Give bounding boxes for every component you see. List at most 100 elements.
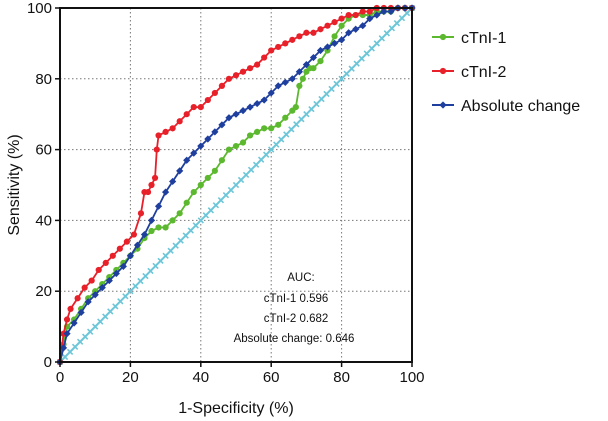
- point-ctni-1: [310, 65, 317, 72]
- y-tick-label-0: 0: [44, 354, 52, 371]
- reference-point: [182, 232, 189, 239]
- reference-point: [172, 242, 179, 249]
- reference-point: [268, 146, 275, 153]
- point-ctni-2: [225, 75, 233, 82]
- legend-label-ctni-2: cTnI-2: [461, 64, 506, 81]
- point-ctni-1: [232, 142, 240, 150]
- point-absolute-change: [91, 291, 99, 299]
- reference-point: [76, 338, 84, 345]
- reference-line: [56, 4, 416, 366]
- reference-point: [318, 95, 325, 103]
- reference-point: [338, 75, 345, 82]
- reference-point: [263, 151, 270, 158]
- point-absolute-change: [183, 156, 191, 164]
- reference-point: [323, 90, 330, 98]
- y-tick-label-60: 60: [35, 142, 52, 159]
- reference-point: [378, 35, 385, 42]
- point-absolute-change: [387, 7, 395, 16]
- point-ctni-2: [81, 284, 88, 291]
- point-absolute-change: [133, 241, 142, 249]
- reference-point: [363, 50, 370, 57]
- point-ctni-1: [299, 75, 306, 82]
- point-absolute-change: [140, 230, 149, 239]
- point-ctni-1: [204, 174, 211, 182]
- reference-point: [87, 328, 94, 335]
- point-absolute-change: [288, 75, 296, 83]
- reference-point: [177, 237, 184, 244]
- reference-point: [81, 333, 89, 340]
- point-ctni-2: [151, 174, 159, 182]
- point-ctni-1: [282, 114, 289, 121]
- point-ctni-1: [338, 22, 345, 29]
- reference-point: [358, 55, 365, 62]
- point-ctni-1: [268, 125, 275, 132]
- point-ctni-1: [331, 33, 338, 40]
- point-absolute-change: [232, 110, 240, 118]
- point-ctni-1: [296, 82, 303, 89]
- point-ctni-2: [324, 22, 331, 29]
- point-ctni-2: [102, 259, 109, 266]
- point-ctni-2: [116, 245, 123, 252]
- point-ctni-1: [218, 157, 226, 164]
- point-absolute-change: [345, 29, 353, 37]
- point-ctni-1: [169, 217, 176, 224]
- reference-point: [222, 191, 230, 199]
- y-tick-label-20: 20: [35, 283, 52, 300]
- reference-point: [333, 80, 340, 88]
- point-absolute-change: [323, 43, 332, 51]
- reference-point: [343, 70, 350, 77]
- auc-line-ctni2: cTnI-2 0.682: [264, 313, 329, 325]
- point-ctni-2: [352, 11, 359, 19]
- point-ctni-2: [289, 36, 296, 43]
- point-ctni-2: [239, 68, 247, 75]
- reference-point: [132, 282, 139, 290]
- point-absolute-change: [309, 53, 318, 62]
- point-absolute-change: [281, 78, 289, 86]
- x-tick-label-20: 20: [122, 369, 139, 386]
- y-tick-label-80: 80: [35, 71, 52, 88]
- point-absolute-change: [147, 216, 156, 224]
- point-ctni-2: [282, 40, 289, 47]
- x-tick-label-0: 0: [56, 369, 64, 386]
- reference-point: [328, 85, 335, 93]
- point-ctni-2: [317, 26, 324, 33]
- point-absolute-change: [190, 149, 198, 157]
- reference-point: [383, 30, 391, 37]
- point-absolute-change: [239, 107, 247, 115]
- reference-point: [273, 141, 280, 148]
- reference-point: [313, 100, 320, 108]
- series-line-absolute-change: [59, 7, 412, 363]
- point-ctni-2: [74, 295, 81, 302]
- reference-point: [283, 131, 290, 138]
- point-ctni-2: [345, 11, 352, 19]
- reference-point: [368, 45, 375, 52]
- point-absolute-change: [366, 15, 374, 23]
- point-absolute-change: [295, 68, 303, 76]
- point-absolute-change: [112, 269, 120, 278]
- point-ctni-2: [109, 252, 116, 259]
- point-absolute-change: [59, 344, 68, 352]
- point-ctni-2: [338, 15, 345, 22]
- point-absolute-change: [126, 252, 134, 260]
- y-tick-label-100: 100: [27, 0, 52, 17]
- reference-point: [348, 65, 355, 72]
- point-absolute-change: [204, 135, 212, 143]
- point-ctni-2: [261, 54, 268, 61]
- point-absolute-change: [246, 103, 254, 111]
- legend-item-absolute-change: Absolute change: [432, 98, 580, 115]
- series-absolute-change: [56, 4, 416, 366]
- point-absolute-change: [77, 308, 85, 317]
- reference-point: [227, 186, 235, 194]
- point-ctni-2: [144, 188, 152, 196]
- point-ctni-2: [153, 146, 160, 153]
- reference-point: [353, 60, 360, 67]
- legend: cTnI-1 cTnI-2 Absolute change: [432, 30, 580, 115]
- point-ctni-2: [169, 125, 176, 132]
- point-ctni-1: [176, 210, 183, 217]
- reference-point: [252, 161, 260, 168]
- point-absolute-change: [84, 298, 92, 306]
- point-absolute-change: [260, 96, 268, 104]
- reference-point: [152, 262, 159, 270]
- point-ctni-1: [190, 188, 197, 196]
- reference-point: [187, 227, 194, 234]
